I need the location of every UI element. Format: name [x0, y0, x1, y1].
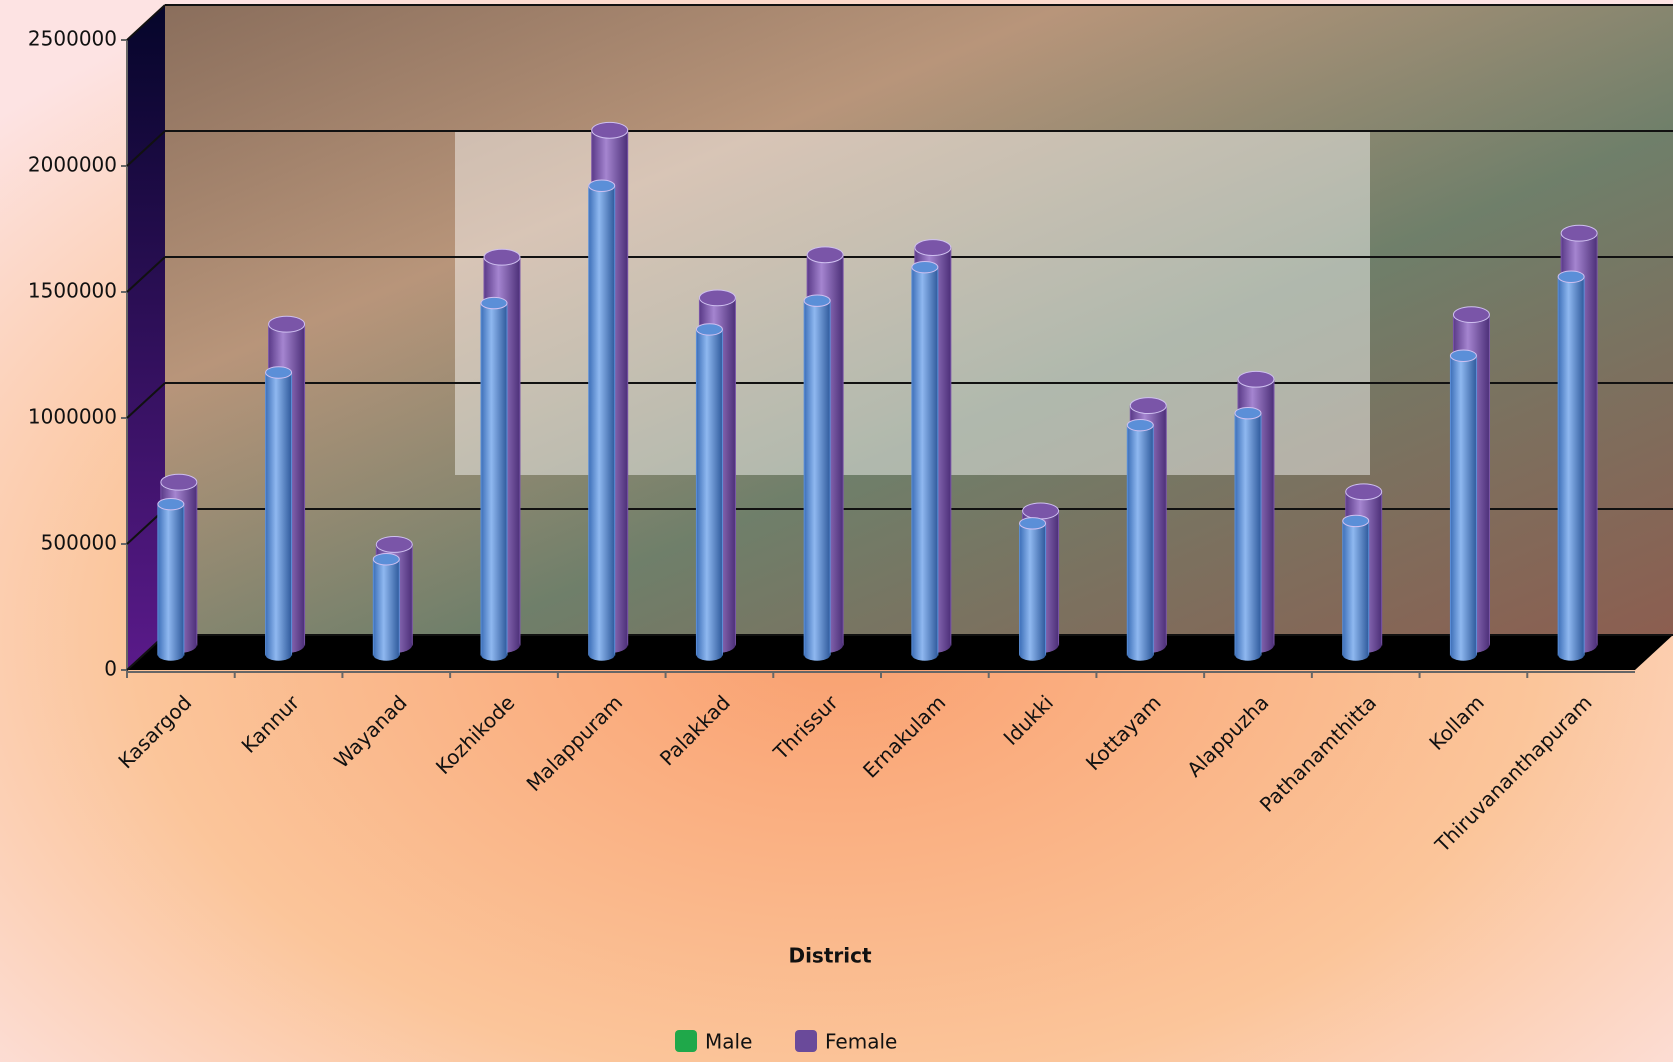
- bar-base: [696, 649, 722, 660]
- bar-top: [1450, 350, 1476, 361]
- cylinder: [1020, 518, 1046, 661]
- cylinder: [158, 498, 184, 660]
- bar-top: [1023, 503, 1059, 519]
- y-tick-label: 1000000: [28, 405, 117, 429]
- bar: [1020, 523, 1046, 655]
- bar-base: [1450, 649, 1476, 660]
- bar-top: [269, 316, 305, 332]
- bar-top: [158, 498, 184, 509]
- cylinder: [1343, 515, 1369, 661]
- bar-top: [1235, 407, 1261, 418]
- legend-swatch: [675, 1030, 697, 1052]
- bar: [373, 559, 399, 655]
- bar-top: [481, 297, 507, 308]
- y-tick-label: 1500000: [28, 279, 117, 303]
- y-tick-label: 500000: [41, 531, 117, 555]
- y-tick-label: 2500000: [28, 27, 117, 51]
- bar-top: [699, 290, 735, 306]
- bar: [1235, 413, 1261, 655]
- cylinder: [266, 367, 292, 661]
- legend-label: Male: [705, 1030, 752, 1054]
- bar: [912, 267, 938, 655]
- cylinder: [373, 554, 399, 661]
- bar-base: [158, 649, 184, 660]
- bar-top: [807, 247, 843, 263]
- bar-top: [161, 474, 197, 490]
- bar-top: [915, 240, 951, 256]
- bar-base: [1235, 649, 1261, 660]
- bar-top: [1453, 307, 1489, 323]
- bar-top: [1346, 484, 1382, 500]
- bar-top: [376, 537, 412, 553]
- bar-top: [912, 261, 938, 272]
- bar: [266, 373, 292, 655]
- bar-base: [804, 649, 830, 660]
- legend-label: Female: [825, 1030, 897, 1054]
- floor: [127, 635, 1673, 670]
- bar-top: [1561, 225, 1597, 241]
- bar: [1450, 356, 1476, 655]
- bar: [1127, 425, 1153, 655]
- bar: [696, 329, 722, 655]
- bar-base: [1127, 649, 1153, 660]
- bar-top: [1343, 515, 1369, 526]
- bar-top: [484, 249, 520, 265]
- bar-base: [266, 649, 292, 660]
- bar-top: [592, 122, 628, 138]
- bar-base: [373, 649, 399, 660]
- bar: [1343, 521, 1369, 655]
- cylinder: [1558, 271, 1584, 661]
- cylinder: [804, 295, 830, 661]
- cylinder: [481, 297, 507, 660]
- bar-base: [481, 649, 507, 660]
- cylinder: [1127, 419, 1153, 660]
- cylinder: [912, 261, 938, 660]
- cylinder: [696, 324, 722, 661]
- bar-top: [1130, 398, 1166, 414]
- legend-swatch: [795, 1030, 817, 1052]
- bar-top: [1558, 271, 1584, 282]
- bar-base: [1020, 649, 1046, 660]
- bar-top: [266, 367, 292, 378]
- bar-top: [1020, 518, 1046, 529]
- y-tick-label: 2000000: [28, 153, 117, 177]
- cylinder: [1450, 350, 1476, 661]
- bar: [1558, 277, 1584, 655]
- cylinder: [589, 180, 615, 661]
- chart: District 0 500000 1000000 1500000 2000000 250…: [0, 0, 1673, 1062]
- bar: [158, 504, 184, 655]
- bar-top: [589, 180, 615, 191]
- x-axis-title: District: [788, 944, 871, 968]
- bar-base: [1558, 649, 1584, 660]
- bar-top: [1127, 419, 1153, 430]
- bar: [481, 303, 507, 655]
- bar-base: [1343, 649, 1369, 660]
- bar: [589, 186, 615, 655]
- cylinder: [1235, 407, 1261, 660]
- bar-base: [912, 649, 938, 660]
- y-tick-label: 0: [104, 657, 117, 681]
- bar-top: [696, 324, 722, 335]
- bar-top: [373, 554, 399, 565]
- bar-top: [804, 295, 830, 306]
- bar-top: [1238, 371, 1274, 387]
- bar: [804, 301, 830, 655]
- bar-base: [589, 649, 615, 660]
